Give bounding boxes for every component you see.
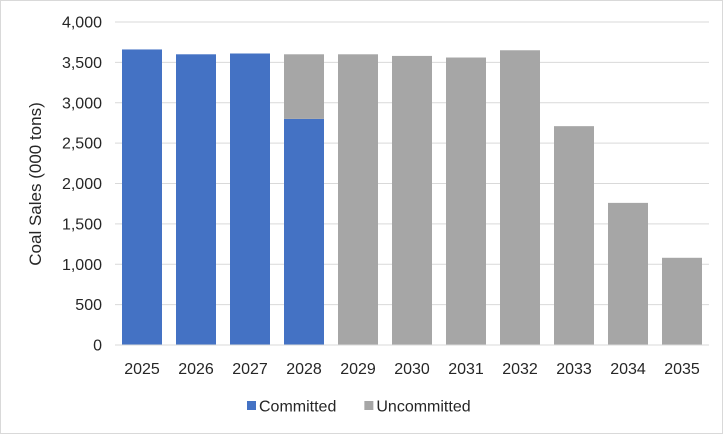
y-tick-label: 500	[75, 297, 102, 314]
bar-committed-2027	[230, 53, 270, 346]
x-tick-label: 2034	[610, 361, 646, 378]
bars	[122, 49, 702, 346]
x-tick-label: 2031	[448, 361, 484, 378]
y-tick-label: 2,500	[62, 136, 102, 153]
x-tick-label: 2035	[664, 361, 700, 378]
bar-committed-2025	[122, 49, 162, 346]
y-tick-label: 3,000	[62, 95, 102, 112]
x-tick-label: 2033	[556, 361, 592, 378]
x-tick-label: 2028	[286, 361, 322, 378]
bar-uncommitted-2030	[392, 55, 432, 345]
y-tick-label: 1,000	[62, 257, 102, 274]
legend-swatch-uncommitted	[364, 401, 374, 410]
y-axis-ticks: 0 500 1,000 1,500 2,000 2,500 3,000 3,500 4,000	[62, 15, 102, 355]
bar-uncommitted-2033	[554, 126, 594, 345]
x-tick-label: 2027	[232, 361, 268, 378]
x-tick-label: 2029	[340, 361, 376, 378]
bar-uncommitted-2028	[284, 54, 324, 119]
y-tick-label: 0	[93, 338, 102, 355]
bar-committed-2026	[176, 54, 216, 346]
bar-uncommitted-2031	[446, 57, 486, 345]
legend-label-committed: Committed	[259, 399, 336, 416]
bar-uncommitted-2029	[338, 54, 378, 346]
x-tick-label: 2026	[178, 361, 214, 378]
legend-swatch-committed	[247, 401, 256, 410]
y-tick-label: 1,500	[62, 216, 102, 233]
x-tick-label: 2025	[124, 361, 160, 378]
y-axis-label: Coal Sales (000 tons)	[26, 102, 45, 265]
bar-uncommitted-2034	[608, 202, 648, 345]
y-tick-label: 2,000	[62, 176, 102, 193]
bar-uncommitted-2032	[500, 50, 540, 345]
legend: Committed Uncommitted	[247, 399, 471, 416]
bar-committed-2028	[284, 118, 324, 346]
legend-label-uncommitted: Uncommitted	[376, 399, 470, 416]
x-tick-label: 2030	[394, 361, 430, 378]
bar-uncommitted-2035	[662, 257, 702, 345]
y-tick-label: 3,500	[62, 55, 102, 72]
y-tick-label: 4,000	[62, 15, 102, 32]
x-tick-label: 2032	[502, 361, 538, 378]
x-axis-ticks: 2025 2026 2027 2028 2029 2030 2031 2032 2033 2034…	[124, 361, 700, 378]
